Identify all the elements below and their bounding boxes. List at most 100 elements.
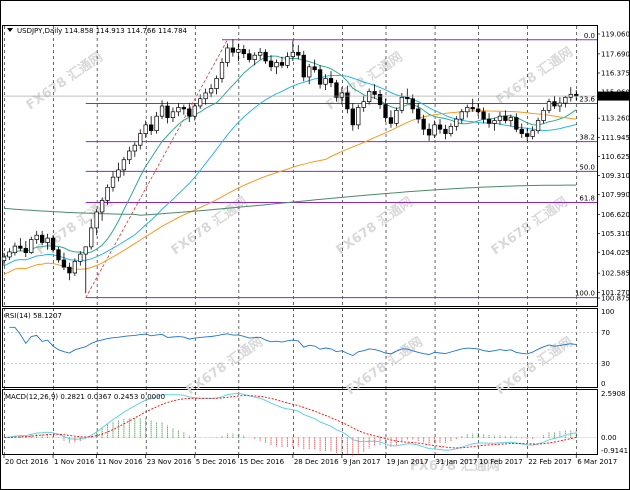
rsi-header: RSI(14) 58.1207 <box>5 312 62 320</box>
candle-body <box>557 102 563 107</box>
macd-main-line <box>3 392 577 451</box>
candle-body <box>503 115 508 121</box>
rsi-tick-label: 0 <box>601 380 605 388</box>
candle-body <box>116 169 121 178</box>
x-tick-label: 1 Nov 2016 <box>54 458 95 466</box>
candle-body <box>470 107 475 110</box>
candle-body <box>236 49 241 53</box>
candle-body <box>99 200 105 213</box>
x-tick-label: 23 Nov 2016 <box>147 458 192 466</box>
rsi-pane <box>2 308 598 388</box>
candle-body <box>154 115 159 132</box>
candle-body <box>410 98 415 110</box>
candle-body <box>317 69 323 85</box>
candle-body <box>274 62 279 68</box>
price-pane <box>2 25 598 307</box>
candle-body <box>121 159 127 171</box>
candle-body <box>39 234 45 243</box>
candle-body <box>356 107 361 126</box>
candle-body <box>219 62 225 79</box>
watermark: FX678 汇通网 <box>410 458 500 474</box>
candle-body <box>165 105 170 118</box>
candle-body <box>508 117 513 121</box>
candle-body <box>56 249 61 261</box>
candle-body <box>67 266 72 274</box>
candle-body <box>394 110 399 124</box>
fib-level-label: 50.0 <box>579 163 595 171</box>
candle-body <box>187 108 192 117</box>
candle-body <box>143 124 148 134</box>
candle-body <box>285 56 290 66</box>
candle-body <box>290 51 295 57</box>
candle-body <box>541 110 546 121</box>
candle-body <box>208 88 214 94</box>
price-tick-label: 109.310 <box>601 172 630 180</box>
price-tick-label: 105.310 <box>601 230 630 238</box>
candle-body <box>110 176 116 188</box>
candle-body <box>372 91 377 95</box>
candle-body <box>34 234 39 240</box>
candle-body <box>481 111 486 120</box>
candle-body <box>252 54 257 60</box>
candle-body <box>432 124 437 136</box>
macd-pane <box>2 389 598 455</box>
fib-level-label: 23.6 <box>579 96 595 104</box>
candle-body <box>486 118 492 124</box>
price-tick-label: 117.690 <box>601 50 630 58</box>
fib-level-label: 61.8 <box>579 195 595 203</box>
candle-body <box>192 105 197 117</box>
candle-body <box>89 227 94 248</box>
candle-body <box>83 246 88 255</box>
candle-body <box>301 54 306 78</box>
candle-body <box>241 49 246 55</box>
x-tick-label: 5 Dec 2016 <box>196 458 237 466</box>
candle-body <box>296 51 301 56</box>
candle-body <box>258 51 263 56</box>
current-price-box <box>598 91 629 101</box>
rsi-tick-label: 100 <box>601 308 614 316</box>
price-tick-label: 102.585 <box>601 270 630 278</box>
candle-body <box>350 108 355 126</box>
candle-body <box>159 105 165 117</box>
x-tick-label: 28 Dec 2016 <box>294 458 339 466</box>
macd-tick-label: -0.9141 <box>601 447 628 455</box>
macd-signal-line <box>3 395 577 449</box>
macd-tick-label: 0.00 <box>601 434 617 442</box>
candle-body <box>465 107 470 113</box>
price-tick-label: 116.375 <box>601 69 630 77</box>
candle-body <box>476 108 481 113</box>
candle-body <box>198 98 203 107</box>
candle-body <box>416 108 421 120</box>
candle-body <box>421 118 426 130</box>
candle-body <box>383 104 388 118</box>
candle-body <box>247 53 252 60</box>
candle-body <box>105 186 110 201</box>
ma-mid-line <box>3 75 577 267</box>
candle-body <box>405 96 410 100</box>
candle-body <box>149 124 154 132</box>
rsi-line <box>9 326 577 357</box>
candle-body <box>361 101 366 108</box>
fib-trend-line <box>85 39 228 298</box>
ma-long-line <box>3 184 577 216</box>
symbol-header: USDJPY,Daily 114.858 114.913 114.766 114… <box>17 27 188 35</box>
candle-body <box>230 47 236 53</box>
candle-body <box>12 245 18 253</box>
candle-body <box>94 211 99 229</box>
candle-body <box>307 66 312 78</box>
fib-level-label: 100.0 <box>575 290 595 298</box>
collapse-arrow-icon[interactable] <box>7 28 13 32</box>
price-tick-label: 111.945 <box>601 134 630 142</box>
candle-body <box>426 128 432 136</box>
x-tick-label: 20 Oct 2016 <box>5 458 49 466</box>
x-tick-label: 22 Feb 2017 <box>528 458 572 466</box>
candle-body <box>334 82 339 98</box>
candle-body <box>339 92 345 98</box>
candle-body <box>61 259 67 268</box>
fib-level-label: 0.0 <box>584 32 595 40</box>
candle-body <box>514 117 519 130</box>
x-tick-label: 15 Dec 2016 <box>239 458 284 466</box>
candle-body <box>7 251 12 258</box>
candle-body <box>367 91 372 103</box>
